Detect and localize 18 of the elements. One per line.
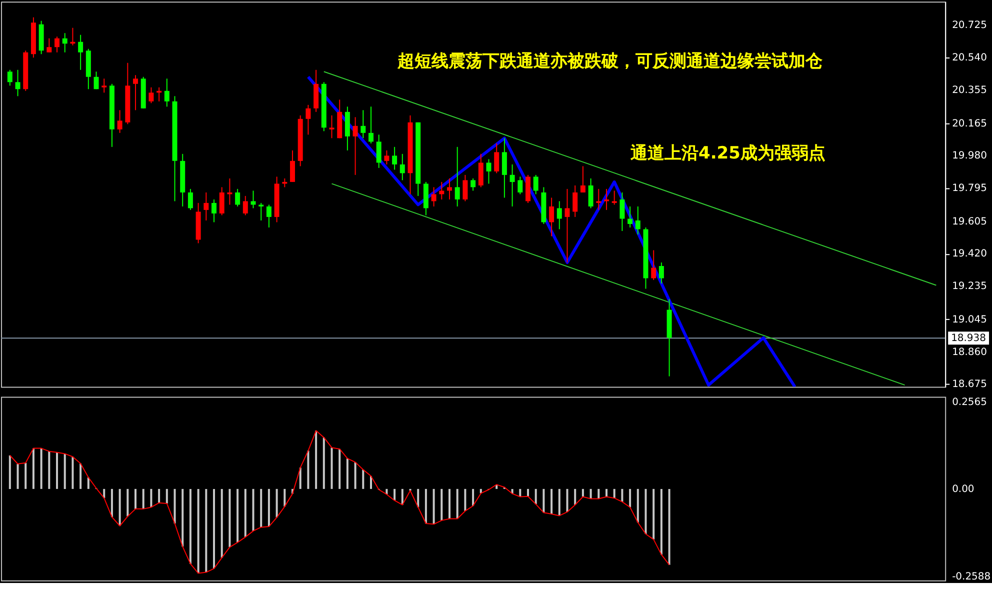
y-tick-label: 19.235 xyxy=(952,281,987,292)
y-tick-label: 19.980 xyxy=(952,150,987,162)
y-tick-label: -0.2588 xyxy=(952,572,991,583)
y-tick-label: 20.540 xyxy=(952,52,987,64)
y-tick-label: 19.420 xyxy=(952,248,987,260)
y-tick-label: 20.355 xyxy=(952,85,987,96)
y-tick-label: 0.2565 xyxy=(952,397,987,408)
y-tick-label: 18.860 xyxy=(952,346,987,358)
ref-line-label: 18.938 xyxy=(951,333,986,344)
y-tick-label: 0.00 xyxy=(952,484,974,495)
annotation: 通道上沿4.25成为强弱点 xyxy=(630,142,826,162)
y-tick-label: 18.675 xyxy=(952,379,987,390)
y-tick-label: 19.795 xyxy=(952,183,987,194)
y-tick-label: 19.605 xyxy=(952,216,987,228)
y-tick-label: 20.165 xyxy=(952,118,987,130)
annotation: 超短线震荡下跌通道亦被跌破，可反测通道边缘尝试加仓 xyxy=(396,50,824,70)
y-tick-label: 19.045 xyxy=(952,314,987,326)
y-tick-label: 20.725 xyxy=(952,20,987,32)
